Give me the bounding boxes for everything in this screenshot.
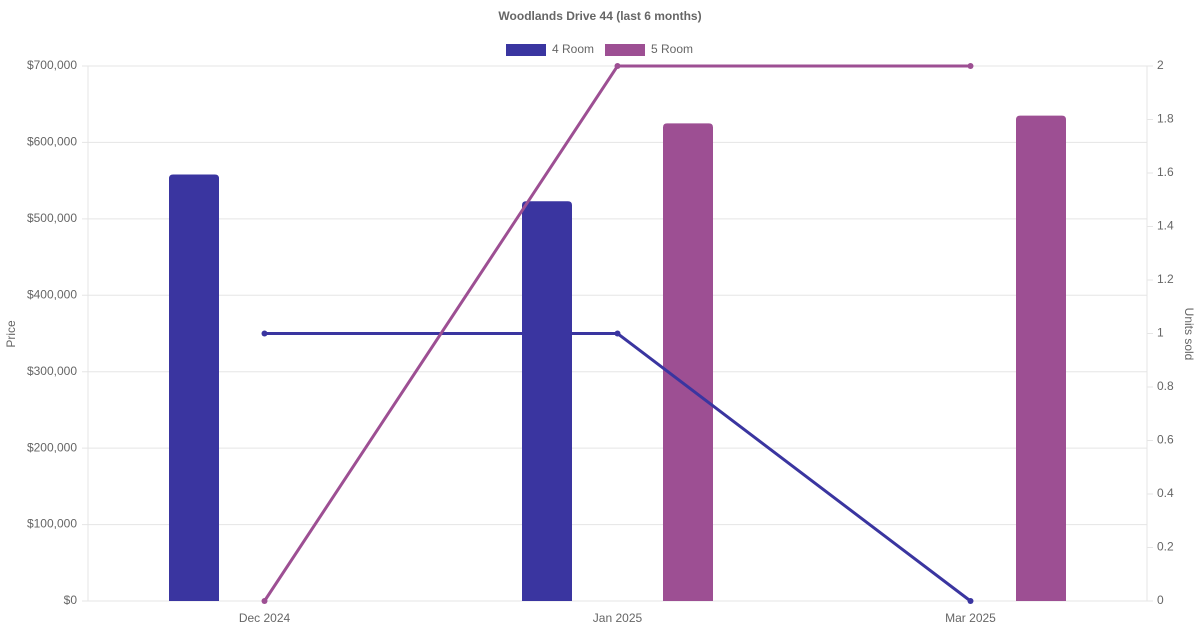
bar xyxy=(663,123,713,602)
y-axis-label: Price xyxy=(4,320,18,348)
legend-label: 4 Room xyxy=(552,42,594,56)
y2-tick-label: 0.6 xyxy=(1157,433,1174,447)
y2-tick-label: 1 xyxy=(1157,326,1164,340)
y-tick-label: $600,000 xyxy=(27,135,77,149)
y2-axis-label: Units sold xyxy=(1182,308,1196,361)
y2-tick-label: 0.4 xyxy=(1157,486,1174,500)
legend-swatch xyxy=(605,44,645,56)
y2-tick-label: 1.8 xyxy=(1157,112,1174,126)
y2-tick-label: 1.4 xyxy=(1157,219,1174,233)
y2-tick-label: 0.2 xyxy=(1157,540,1174,554)
y2-tick-label: 1.2 xyxy=(1157,272,1174,286)
y2-tick-label: 0 xyxy=(1157,593,1164,607)
line xyxy=(264,332,972,603)
point xyxy=(261,598,268,604)
legend-label: 5 Room xyxy=(651,42,693,56)
point xyxy=(614,63,621,69)
legend-swatch xyxy=(506,44,546,56)
x-tick-label: Jan 2025 xyxy=(593,611,643,625)
y-tick-label: $500,000 xyxy=(27,211,77,225)
x-tick-label: Dec 2024 xyxy=(239,611,291,625)
y-tick-label: $100,000 xyxy=(27,517,77,531)
point xyxy=(967,598,974,604)
x-tick-label: Mar 2025 xyxy=(945,611,996,625)
bar xyxy=(522,201,572,601)
y-tick-label: $300,000 xyxy=(27,364,77,378)
point xyxy=(614,330,621,337)
point xyxy=(967,63,974,69)
y-tick-label: $700,000 xyxy=(27,58,77,72)
chart-title: Woodlands Drive 44 (last 6 months) xyxy=(498,9,701,23)
y2-tick-label: 2 xyxy=(1157,58,1164,72)
bar xyxy=(169,174,219,601)
y2-tick-label: 0.8 xyxy=(1157,379,1174,393)
bar xyxy=(1016,115,1066,601)
point xyxy=(261,330,268,337)
y2-tick-label: 1.6 xyxy=(1157,165,1174,179)
y-tick-label: $0 xyxy=(64,593,78,607)
y-tick-label: $400,000 xyxy=(27,287,77,301)
y-tick-label: $200,000 xyxy=(27,440,77,454)
